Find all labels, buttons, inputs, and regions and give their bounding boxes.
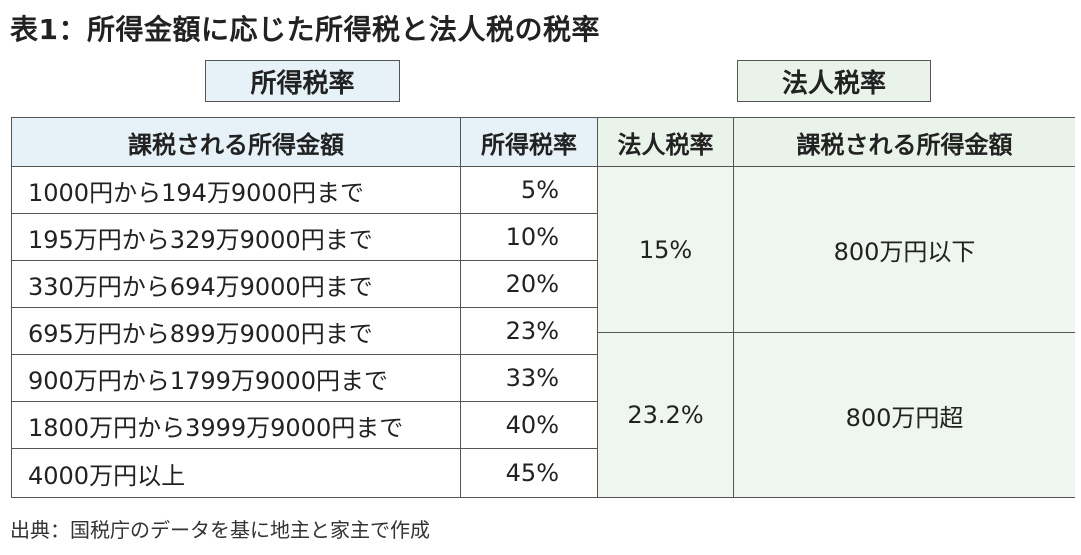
income-rate-2: 10% xyxy=(461,214,598,261)
income-rate-5: 33% xyxy=(461,355,598,402)
header-corporate-amount: 課税される所得金額 xyxy=(734,118,1075,167)
income-rate-1: 5% xyxy=(461,167,598,214)
income-range-1: 1000円から194万9000円まで xyxy=(12,167,461,214)
income-rate-4: 23% xyxy=(461,308,598,355)
income-rate-7: 45% xyxy=(461,449,598,497)
income-tax-rate-label: 所得税率 xyxy=(205,60,400,102)
income-range-4: 695万円から899万9000円まで xyxy=(12,308,461,355)
corporate-amount-1: 800万円以下 xyxy=(734,167,1075,333)
header-corporate-rate: 法人税率 xyxy=(598,118,734,167)
income-range-3: 330万円から694万9000円まで xyxy=(12,261,461,308)
income-range-2: 195万円から329万9000円まで xyxy=(12,214,461,261)
tax-rate-table: 課税される所得金額 所得税率 法人税率 課税される所得金額 1000円から194… xyxy=(11,117,1075,498)
income-rate-3: 20% xyxy=(461,261,598,308)
header-income-amount: 課税される所得金額 xyxy=(12,118,461,167)
source-note: 出典：国税庁のデータを基に地主と家主で作成 xyxy=(10,518,430,542)
corporate-tax-rate-label: 法人税率 xyxy=(737,60,931,102)
income-range-7: 4000万円以上 xyxy=(12,449,461,497)
table-title: 表1：所得金額に応じた所得税と法人税の税率 xyxy=(10,13,600,46)
income-range-6: 1800万円から3999万9000円まで xyxy=(12,402,461,449)
income-rate-6: 40% xyxy=(461,402,598,449)
corporate-amount-2: 800万円超 xyxy=(734,333,1075,497)
corporate-rate-2: 23.2% xyxy=(598,333,734,497)
header-income-rate: 所得税率 xyxy=(461,118,598,167)
corporate-rate-1: 15% xyxy=(598,167,734,333)
income-range-5: 900万円から1799万9000円まで xyxy=(12,355,461,402)
